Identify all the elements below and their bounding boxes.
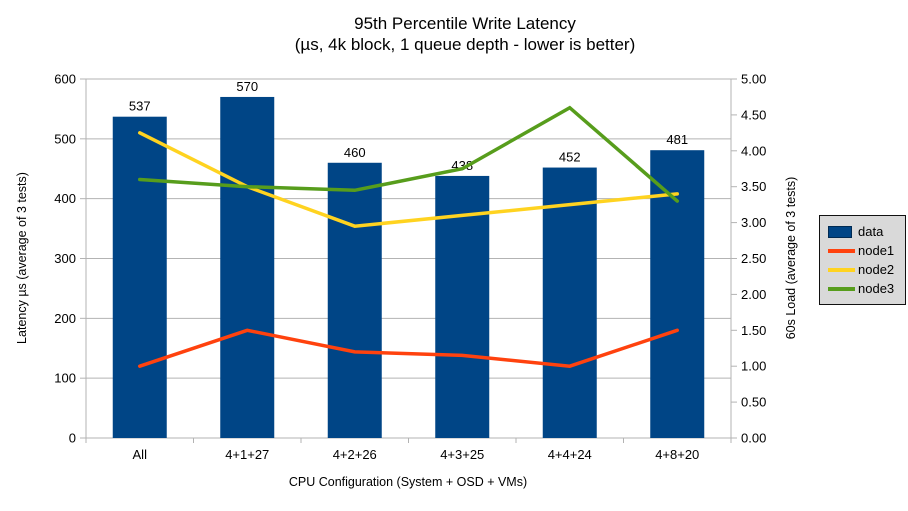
x-category-label: 4+1+27 — [225, 447, 269, 462]
y-left-tick-label: 200 — [54, 311, 76, 326]
bar — [435, 175, 490, 438]
x-category-label: All — [133, 447, 148, 462]
legend-item-node2: node2 — [828, 260, 905, 279]
bar — [650, 150, 705, 438]
x-category-label: 4+4+24 — [548, 447, 592, 462]
chart-title-block: 95th Percentile Write Latency (µs, 4k bl… — [295, 13, 636, 55]
chart-title: 95th Percentile Write Latency — [354, 14, 576, 33]
y-left-tick-label: 400 — [54, 191, 76, 206]
bar — [542, 167, 597, 438]
y-right-tick-label: 2.00 — [741, 287, 766, 302]
legend-label-node3: node3 — [858, 281, 895, 296]
x-category-label: 4+3+25 — [440, 447, 484, 462]
legend-label-node2: node2 — [858, 262, 895, 277]
legend-swatch-node2 — [828, 267, 855, 272]
legend-item-data: data — [828, 222, 905, 241]
y-left-tick-label: 500 — [54, 131, 76, 146]
y-right-tick-label: 1.50 — [741, 323, 766, 338]
bar-value-label: 452 — [559, 150, 581, 165]
legend-item-node1: node1 — [828, 241, 905, 260]
y-left-tick-label: 100 — [54, 371, 76, 386]
x-category-label: 4+2+26 — [333, 447, 377, 462]
legend-swatch-node1 — [828, 248, 855, 253]
bar — [220, 96, 275, 438]
y-left-tick-label: 600 — [54, 72, 76, 87]
legend: data node1 node2 node3 — [819, 215, 906, 305]
bar — [327, 162, 382, 438]
legend-label-data: data — [858, 224, 884, 239]
y-right-tick-label: 4.50 — [741, 107, 766, 122]
line-node3 — [138, 105, 679, 203]
y-left-tick-label: 0 — [69, 431, 76, 446]
y-right-tick-label: 0.00 — [741, 431, 766, 446]
line-node1 — [138, 328, 679, 368]
y-right-tick-label: 4.00 — [741, 143, 766, 158]
chart-subtitle: (µs, 4k block, 1 queue depth - lower is … — [294, 35, 636, 54]
y-left-tick-label: 300 — [54, 251, 76, 266]
line-node2 — [138, 131, 679, 228]
x-category-label: 4+8+20 — [655, 447, 699, 462]
bar-value-label: 537 — [129, 99, 151, 114]
bar-value-label: 570 — [236, 79, 258, 94]
y-right-tick-label: 0.50 — [741, 395, 766, 410]
x-axis-title: CPU Configuration (System + OSD + VMs) — [288, 475, 528, 489]
y-right-tick-label: 2.50 — [741, 251, 766, 266]
bar — [112, 116, 167, 438]
y-right-tick-label: 1.00 — [741, 359, 766, 374]
y-right-tick-label: 3.50 — [741, 179, 766, 194]
legend-item-node3: node3 — [828, 279, 905, 298]
legend-label-node1: node1 — [858, 243, 895, 258]
legend-swatch-node3 — [828, 286, 855, 291]
bar-value-label: 460 — [344, 145, 366, 160]
bar-value-label: 481 — [666, 132, 688, 147]
y-right-tick-label: 3.00 — [741, 215, 766, 230]
legend-swatch-data — [828, 225, 852, 238]
y-right-tick-label: 5.00 — [741, 72, 766, 87]
